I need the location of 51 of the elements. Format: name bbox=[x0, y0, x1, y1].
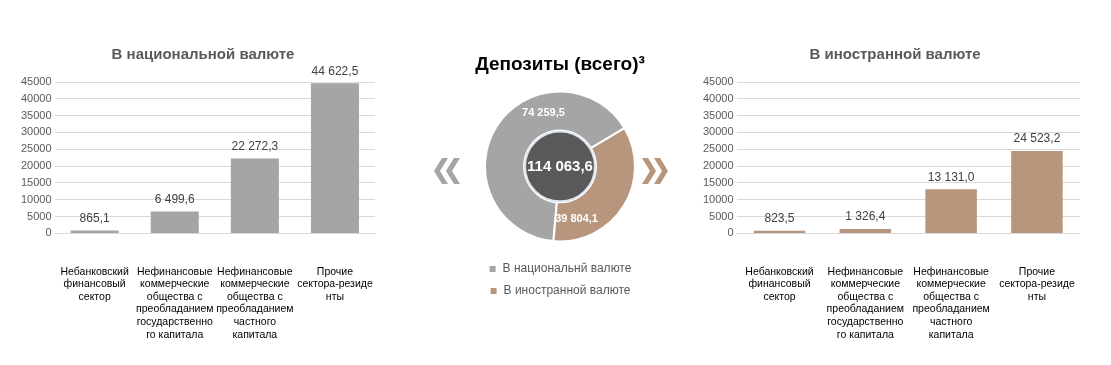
y-tick-label: 40000 bbox=[702, 91, 734, 104]
y-tick-label: 45000 bbox=[702, 75, 734, 88]
bar bbox=[925, 189, 977, 233]
chart-title: В национальной валюте bbox=[111, 45, 295, 63]
x-tick-label: Небанковский финансовый сектор bbox=[745, 264, 814, 302]
bar bbox=[70, 230, 119, 233]
data-label: 865,1 bbox=[79, 210, 110, 225]
chart-title: Депозиты (всего)³ bbox=[475, 52, 645, 74]
legend-label: В национальнй валюте bbox=[502, 261, 632, 276]
bar bbox=[230, 158, 279, 233]
data-label: 44 622,5 bbox=[311, 63, 359, 78]
data-label: 39 804,1 bbox=[555, 212, 598, 225]
data-label: 6 499,6 bbox=[154, 191, 196, 206]
data-label: 74 259,5 bbox=[522, 106, 565, 119]
y-tick-label: 20000 bbox=[20, 159, 52, 172]
x-tick-label: Нефинансовые коммерческие общества с преобладанием частного капитала bbox=[216, 264, 294, 340]
x-tick-label: Небанковский финансовый сектор bbox=[60, 264, 129, 302]
x-tick-label: Нефинансовые коммерческие общества с преобладанием государственного капитала bbox=[136, 264, 214, 340]
y-tick-label: 20000 bbox=[702, 159, 734, 172]
bar bbox=[310, 83, 359, 233]
y-tick-label: 30000 bbox=[702, 125, 734, 138]
x-tick-label: Прочие сектора-резиденты bbox=[297, 264, 373, 302]
y-tick-label: 5000 bbox=[27, 209, 52, 222]
y-tick-label: 35000 bbox=[702, 108, 734, 121]
bar bbox=[150, 211, 199, 233]
y-tick-label: 40000 bbox=[20, 91, 52, 104]
chart-title: В иностранной валюте bbox=[809, 45, 981, 63]
y-tick-label: 35000 bbox=[20, 108, 52, 121]
y-tick-label: 45000 bbox=[20, 75, 52, 88]
data-label: 22 272,3 bbox=[231, 138, 279, 153]
data-label: 823,5 bbox=[764, 210, 795, 225]
x-tick-label: Прочие сектора-резиденты bbox=[999, 264, 1075, 302]
y-tick-label: 10000 bbox=[20, 192, 52, 205]
data-label: 1 326,4 bbox=[845, 209, 886, 224]
y-tick-label: 25000 bbox=[702, 142, 734, 155]
data-label: 13 131,0 bbox=[927, 169, 975, 184]
y-tick-label: 15000 bbox=[702, 175, 734, 188]
y-tick-label: 15000 bbox=[20, 175, 52, 188]
y-tick-label: 0 bbox=[727, 226, 734, 239]
data-label: 24 523,2 bbox=[1013, 131, 1061, 146]
bar bbox=[1011, 150, 1063, 233]
y-tick-label: 10000 bbox=[702, 192, 734, 205]
y-tick-label: 30000 bbox=[20, 125, 52, 138]
text: 114 063,6 bbox=[527, 156, 593, 174]
bar bbox=[839, 228, 892, 233]
y-tick-label: 5000 bbox=[709, 209, 734, 222]
y-tick-label: 25000 bbox=[20, 142, 52, 155]
legend-label: В иностранной валюте bbox=[503, 283, 631, 298]
y-tick-label: 0 bbox=[45, 226, 52, 239]
x-tick-label: Нефинансовые коммерческие общества с преобладанием государственного капитала bbox=[826, 264, 905, 340]
x-tick-label: Нефинансовые коммерческие общества с преобладанием частного капитала bbox=[912, 264, 990, 340]
